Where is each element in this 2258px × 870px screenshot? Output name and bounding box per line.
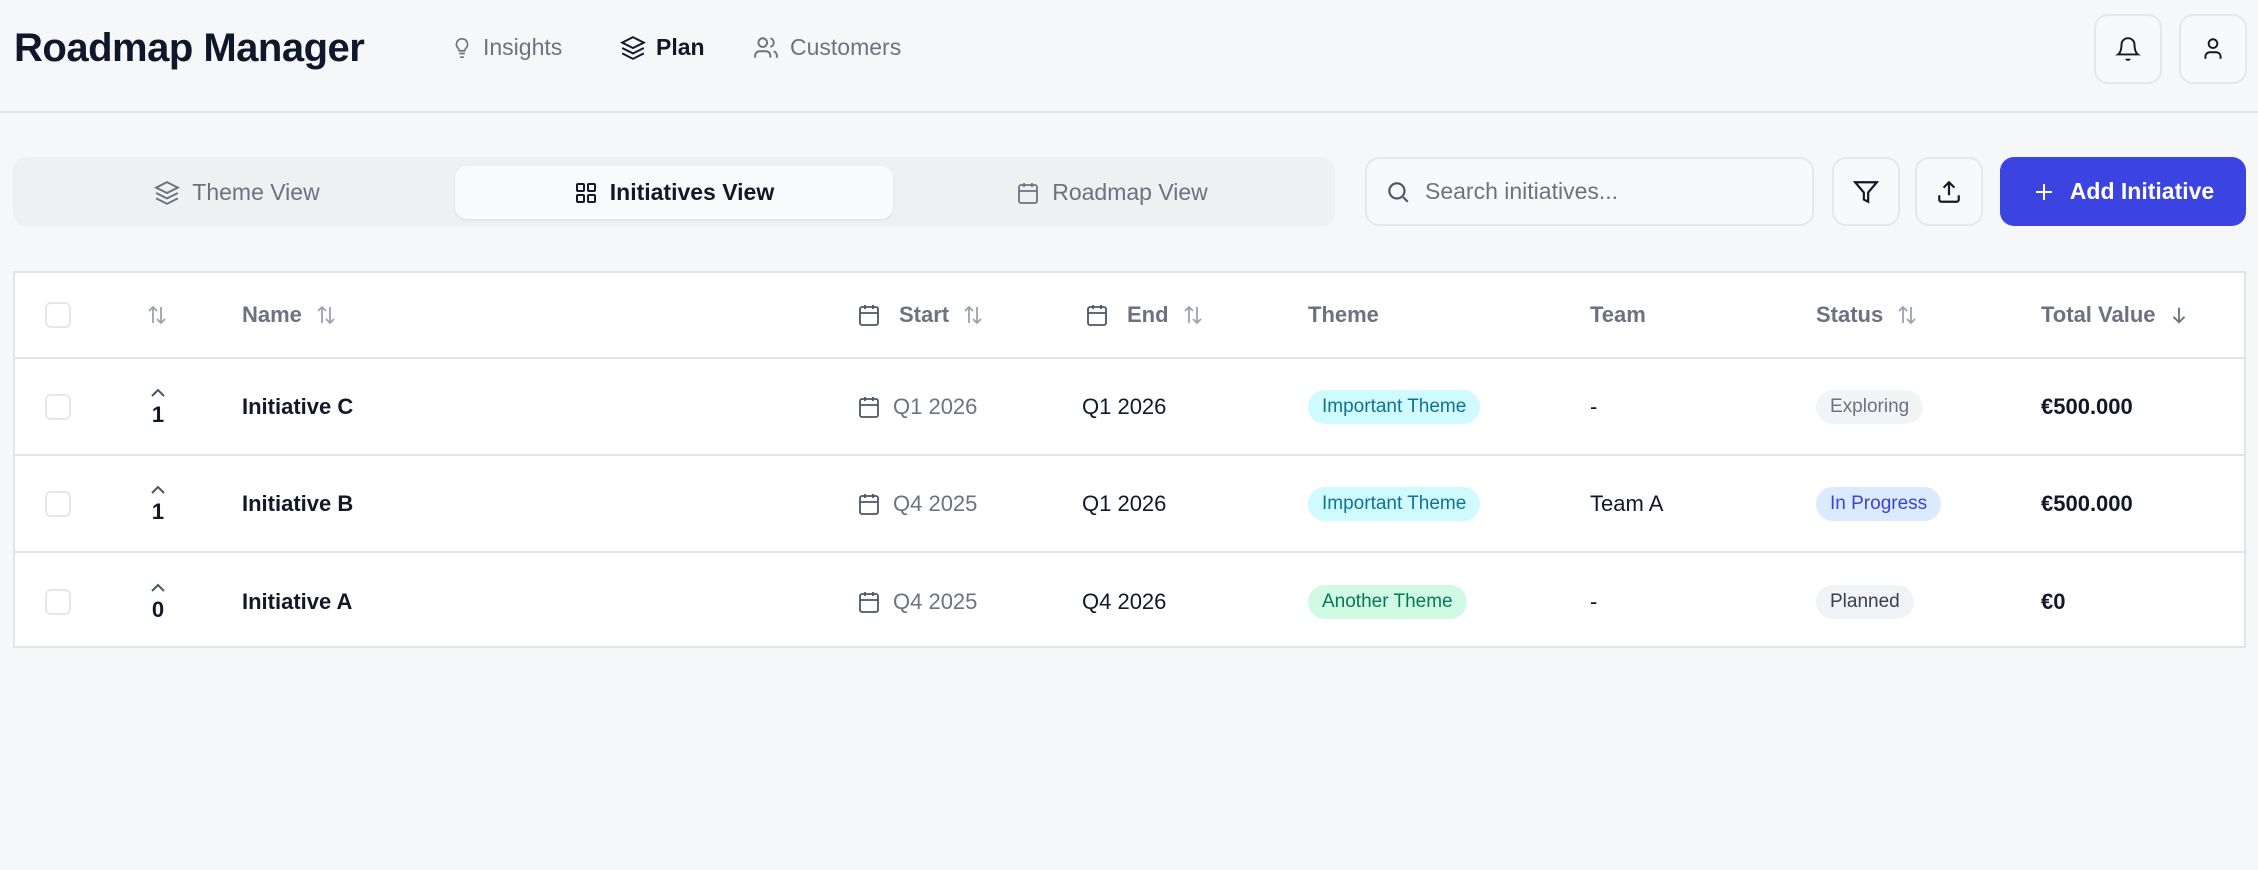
select-all-checkbox[interactable]	[45, 302, 71, 328]
tab-roadmap-view[interactable]: Roadmap View	[897, 166, 1327, 219]
col-label: Start	[899, 302, 950, 327]
vote-count: 1	[151, 498, 165, 524]
sort-icon	[1181, 303, 1205, 327]
calendar-icon	[1016, 180, 1040, 206]
end-date[interactable]: Q1 2026	[1082, 393, 1167, 419]
row-checkbox[interactable]	[45, 490, 71, 517]
col-theme: Theme	[1308, 273, 1379, 357]
col-label: End	[1127, 302, 1169, 327]
sort-icon	[961, 303, 985, 327]
profile-button[interactable]	[2179, 14, 2247, 84]
start-date[interactable]: Q1 2026	[893, 393, 978, 419]
nav-plan[interactable]: Plan	[620, 34, 705, 61]
tab-theme-view[interactable]: Theme View	[22, 166, 452, 219]
calendar-icon	[857, 589, 881, 615]
col-label: Status	[1816, 302, 1884, 327]
total-value: €0	[2041, 588, 2066, 614]
layers-icon	[154, 180, 181, 206]
initiatives-table: Name Start End Theme Team Status Total V…	[13, 271, 2246, 648]
start-date[interactable]: Q4 2025	[893, 588, 978, 614]
col-total-value[interactable]: Total Value	[2041, 273, 2190, 357]
calendar-icon	[1085, 302, 1109, 328]
sort-icon	[1895, 303, 1919, 327]
row-checkbox[interactable]	[45, 588, 71, 615]
nav-label: Customers	[790, 34, 902, 60]
total-value: €500.000	[2041, 490, 2133, 516]
upvote-icon[interactable]	[148, 386, 168, 400]
initiative-name[interactable]: Initiative A	[242, 588, 353, 614]
col-label: Theme	[1308, 302, 1379, 327]
tab-label: Roadmap View	[1052, 179, 1208, 205]
col-label: Team	[1590, 302, 1646, 327]
col-end[interactable]: End	[1085, 273, 1205, 357]
col-status[interactable]: Status	[1816, 273, 1919, 357]
theme-badge: Important Theme	[1308, 486, 1481, 521]
upvote-icon[interactable]	[148, 483, 168, 497]
total-value: €500.000	[2041, 393, 2133, 419]
nav-customers[interactable]: Customers	[752, 34, 901, 61]
export-button[interactable]	[1915, 157, 1983, 226]
row-checkbox[interactable]	[45, 393, 71, 420]
app-header: Roadmap Manager Insights Plan Customers	[0, 0, 2258, 113]
vote-count: 1	[151, 401, 165, 427]
col-name[interactable]: Name	[242, 273, 338, 357]
arrow-down-icon	[2168, 304, 2190, 326]
sort-icon	[314, 303, 338, 327]
col-label: Total Value	[2041, 302, 2156, 327]
col-label: Name	[242, 302, 302, 327]
start-date[interactable]: Q4 2025	[893, 490, 978, 516]
lightbulb-icon	[451, 35, 473, 61]
theme-badge: Another Theme	[1308, 584, 1467, 619]
users-icon	[752, 35, 780, 61]
end-date[interactable]: Q1 2026	[1082, 490, 1167, 516]
calendar-icon	[857, 491, 881, 517]
filter-button[interactable]	[1832, 157, 1900, 226]
sort-votes[interactable]	[145, 273, 169, 357]
team: -	[1590, 393, 1598, 419]
end-date[interactable]: Q4 2026	[1082, 588, 1167, 614]
grid-icon	[574, 181, 598, 205]
table-row[interactable]: 0 Initiative A Q4 2025 Q4 2026 Another T…	[15, 553, 2244, 650]
calendar-icon	[857, 394, 881, 420]
notifications-button[interactable]	[2094, 14, 2162, 84]
status-badge: In Progress	[1816, 486, 1942, 521]
nav-insights[interactable]: Insights	[451, 34, 562, 61]
tab-label: Initiatives View	[609, 179, 775, 205]
initiative-name[interactable]: Initiative C	[242, 393, 354, 419]
sort-icon	[145, 303, 169, 327]
upvote-icon[interactable]	[148, 581, 168, 595]
app-title: Roadmap Manager	[14, 26, 365, 70]
search-icon	[1385, 179, 1411, 205]
plus-icon	[2032, 180, 2056, 204]
tab-initiatives-view[interactable]: Initiatives View	[455, 166, 893, 219]
add-initiative-label: Add Initiative	[2069, 178, 2215, 204]
team: Team A	[1590, 490, 1664, 516]
team: -	[1590, 588, 1598, 614]
add-initiative-button[interactable]: Add Initiative	[2000, 157, 2246, 226]
search-box	[1365, 157, 1814, 226]
status-badge: Planned	[1816, 584, 1914, 619]
vote-count: 0	[151, 596, 165, 622]
nav-label: Insights	[483, 34, 563, 60]
theme-badge: Important Theme	[1308, 389, 1481, 424]
tab-label: Theme View	[192, 179, 320, 205]
table-header: Name Start End Theme Team Status Total V…	[15, 273, 2244, 359]
filter-icon	[1853, 179, 1879, 205]
status-badge: Exploring	[1816, 389, 1924, 424]
table-row[interactable]: 1 Initiative C Q1 2026 Q1 2026 Important…	[15, 359, 2244, 456]
upload-icon	[1936, 179, 1962, 205]
search-input[interactable]	[1425, 178, 1805, 205]
bell-icon	[2115, 36, 2141, 62]
col-team: Team	[1590, 273, 1646, 357]
table-row[interactable]: 1 Initiative B Q4 2025 Q1 2026 Important…	[15, 456, 2244, 553]
view-switcher: Theme View Initiatives View Roadmap View	[13, 157, 1335, 226]
layers-icon	[620, 35, 646, 61]
col-start[interactable]: Start	[857, 273, 985, 357]
calendar-icon	[857, 302, 881, 328]
initiative-name[interactable]: Initiative B	[242, 490, 354, 516]
user-icon	[2200, 36, 2226, 62]
nav-label: Plan	[656, 34, 705, 60]
